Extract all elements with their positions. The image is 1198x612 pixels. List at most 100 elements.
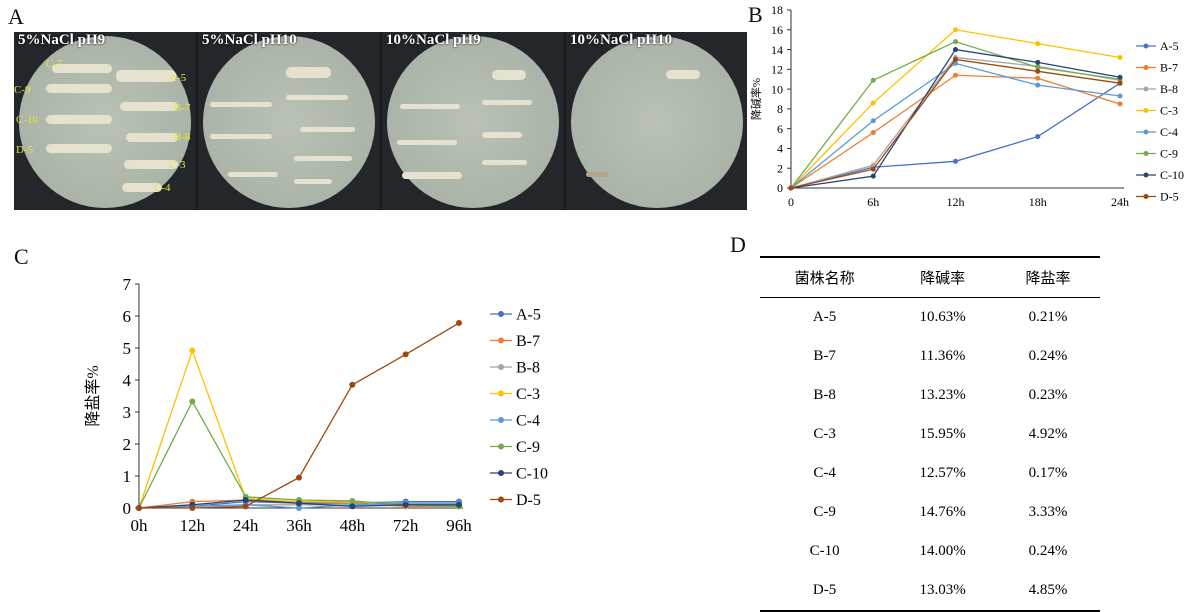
strain-label: C-9 [14,84,31,96]
table-row: B-8 13.23% 0.23% [760,376,1100,415]
legend-label: C-3 [1160,104,1178,118]
y-axis-label: 降碱率% [749,78,763,120]
legend-label: B-8 [1160,82,1178,96]
table-cell: 15.95% [919,426,966,442]
data-point-D-5 [870,166,876,172]
data-point-D-5 [349,381,356,388]
table-row: C-4 12.57% 0.17% [760,454,1100,493]
x-tick-label: 18h [1029,195,1047,209]
table-row: C-9 14.76% 3.33% [760,493,1100,532]
data-point-D-5 [402,351,409,358]
data-point-D-5 [456,320,462,327]
data-point-C-10 [402,501,409,508]
strain-label: B-8 [174,131,191,143]
x-tick-label: 12h [180,516,206,535]
table-cell: B-8 [813,387,836,403]
column-header: 降碱率 [889,257,996,298]
plate-2: 5%NaCl pH10 [198,32,379,210]
x-tick-label: 96h [446,516,472,535]
table-cell: 12.57% [919,465,966,481]
series-line-B-7 [790,74,1121,189]
legend-marker [498,470,504,476]
data-point-C-3 [953,27,958,33]
y-tick-label: 7 [123,275,132,294]
legend-label: C-3 [516,386,540,403]
series-line-C-4 [790,62,1121,189]
series-line-C-3 [790,29,1121,189]
y-tick-label: 6 [777,122,783,136]
legend-marker [498,337,504,344]
legend-label: D-5 [516,492,541,509]
table-cell: C-3 [813,426,836,442]
y-tick-label: 12 [771,63,783,77]
data-point-B-7 [1035,75,1041,81]
data-point-D-5 [788,185,794,191]
table-cell: 0.17% [1028,465,1068,481]
data-point-C-10 [953,47,958,53]
data-point-C-10 [870,173,876,179]
data-point-B-7 [1117,101,1123,107]
legend-label: B-8 [516,360,540,377]
table-cell: B-7 [813,348,836,364]
table-cell: C-10 [809,543,840,559]
y-tick-label: 0 [123,499,132,518]
data-point-D-5 [953,56,958,62]
plate-title: 10%NaCl pH9 [386,32,481,48]
legend-marker [1143,86,1149,92]
legend-label: D-5 [1160,190,1179,204]
table-cell: C-9 [813,504,836,520]
strain-label: C-3 [169,159,186,171]
series-line-C-3 [138,348,460,509]
x-tick-label: 0 [788,195,794,209]
legend-label: C-10 [516,466,548,483]
data-point-C-9 [1035,64,1041,70]
legend-marker [1143,108,1149,113]
table-cell: A-5 [812,309,837,325]
data-point-C-10 [349,503,356,510]
legend-label: A-5 [1160,39,1179,53]
legend-marker [498,311,504,317]
table-cell: 10.63% [919,309,966,325]
table-cell: C-4 [813,465,836,481]
legend-marker [1143,65,1149,70]
plate-photos: 5%NaCl pH9 C-7 C-9 C-10 D-5 A-5 B-7 B-8 … [14,32,747,210]
data-point-D-5 [242,503,249,510]
data-point-C-10 [1035,59,1041,65]
column-header: 降盐率 [995,257,1100,298]
table-cell: 0.23% [1028,387,1068,403]
petri-dish [571,36,743,208]
y-tick-label: 0 [777,181,783,195]
data-point-C-9 [953,39,958,45]
strain-label: C-4 [154,182,171,194]
data-point-D-5 [296,474,302,481]
y-tick-label: 3 [123,403,132,422]
plate-title: 5%NaCl pH10 [202,32,297,48]
y-tick-label: 6 [123,307,132,326]
y-tick-label: 2 [777,161,783,175]
strain-label: B-7 [174,102,191,114]
petri-dish [387,36,559,208]
strain-label: D-5 [16,144,34,156]
y-tick-label: 4 [777,142,783,156]
y-tick-label: 8 [777,102,783,116]
legend-marker [498,364,504,370]
table-row: D-5 13.03% 4.85% [760,571,1100,611]
legend-marker [498,443,504,450]
data-point-D-5 [1117,80,1123,86]
data-point-C-4 [296,505,302,511]
x-tick-label: 0h [131,516,149,535]
data-point-C-10 [456,501,462,508]
legend-label: C-9 [516,439,540,456]
data-point-D-5 [189,505,196,511]
table-cell: 11.36% [919,348,966,364]
strain-label: A-5 [169,72,187,84]
legend-marker [498,390,504,397]
table-cell: 14.00% [919,543,966,559]
data-point-C-10 [296,500,302,507]
panel-label-b: B [748,2,763,27]
y-tick-label: 16 [771,23,783,37]
table-cell: 13.03% [919,582,966,598]
x-tick-label: 6h [867,195,879,209]
legend-label: B-7 [516,333,540,350]
